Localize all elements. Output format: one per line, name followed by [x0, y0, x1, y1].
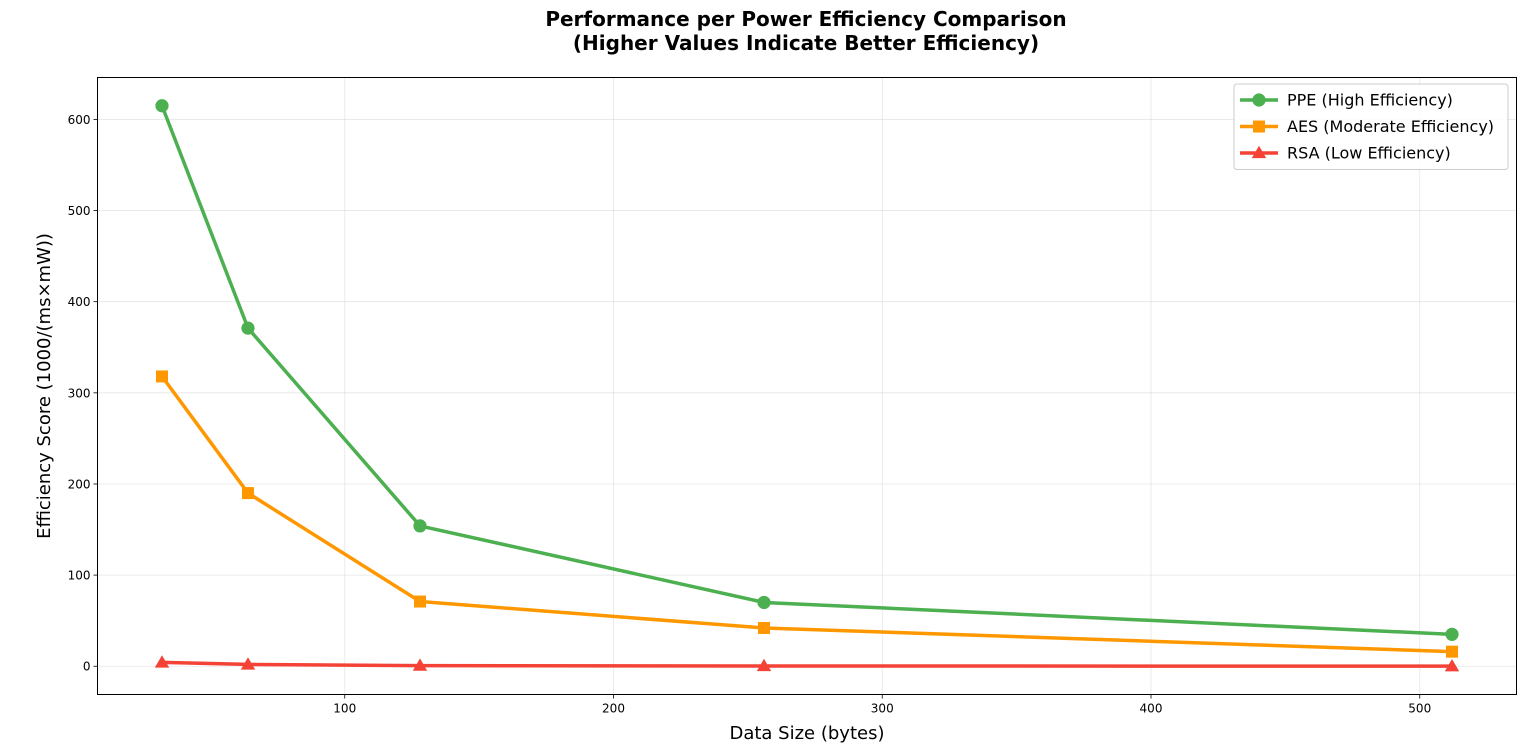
series-ppe	[155, 99, 1459, 641]
x-tick-label: 500	[1408, 702, 1431, 716]
x-tick-label: 200	[602, 702, 625, 716]
data-point-ppe	[155, 99, 169, 113]
series-line-aes	[160, 374, 1454, 654]
legend-item-ppe: PPE (High Efficiency)	[1240, 91, 1453, 110]
grid-layer	[97, 77, 1517, 695]
y-axis-label: Efficiency Score (1000/(ms×mW))	[34, 233, 55, 539]
legend-label: AES (Moderate Efficiency)	[1287, 117, 1494, 136]
series-aes	[156, 370, 1458, 658]
data-point-ppe	[1445, 627, 1459, 641]
y-tick-label: 300	[68, 386, 91, 400]
series-line-rsa	[160, 660, 1454, 668]
data-point-rsa	[240, 657, 256, 670]
ticks-layer: 100 200 300 400 500 0 100 200 300 400 500 600	[68, 113, 1432, 716]
chart-title-line-1: Performance per Power Efficiency Compari…	[545, 7, 1066, 31]
data-point-aes	[156, 370, 168, 383]
data-point-rsa	[412, 658, 428, 671]
x-axis-label: Data Size (bytes)	[729, 723, 884, 744]
legend-label: PPE (High Efficiency)	[1287, 91, 1453, 110]
y-tick-label: 600	[68, 113, 91, 127]
series-line-ppe	[160, 104, 1454, 637]
data-point-aes	[242, 487, 254, 500]
legend-frame	[1233, 83, 1509, 170]
data-point-rsa	[1444, 658, 1460, 672]
x-tick-label: 100	[333, 702, 356, 716]
y-tick-label: 200	[68, 477, 91, 491]
legend-item-rsa: RSA (Low Efficiency)	[1240, 144, 1451, 163]
data-point-aes	[1446, 645, 1458, 658]
data-point-aes	[758, 621, 770, 634]
legend-marker	[1251, 145, 1267, 159]
data-point-rsa	[756, 658, 772, 672]
data-point-ppe	[757, 595, 771, 610]
legend-marker	[1253, 120, 1265, 133]
legend-label: RSA (Low Efficiency)	[1287, 144, 1451, 163]
data-point-ppe	[413, 519, 427, 533]
axes-frame	[97, 77, 1517, 695]
data-point-ppe	[241, 321, 255, 335]
data-point-rsa	[154, 655, 170, 668]
legend-item-aes: AES (Moderate Efficiency)	[1240, 117, 1494, 136]
data-point-aes	[414, 595, 426, 608]
y-tick-label: 500	[68, 204, 91, 218]
y-tick-label: 400	[68, 295, 91, 309]
y-tick-label: 0	[83, 660, 91, 674]
y-tick-label: 100	[68, 569, 91, 583]
x-tick-label: 300	[871, 702, 894, 716]
series-rsa	[154, 655, 1460, 672]
chart-title-line-2: (Higher Values Indicate Better Efficienc…	[573, 31, 1039, 55]
series-layer	[154, 99, 1460, 672]
legend-marker	[1252, 93, 1266, 107]
x-tick-label: 400	[1140, 702, 1163, 716]
legend: PPE (High Efficiency) AES (Moderate Effic…	[1233, 83, 1509, 170]
